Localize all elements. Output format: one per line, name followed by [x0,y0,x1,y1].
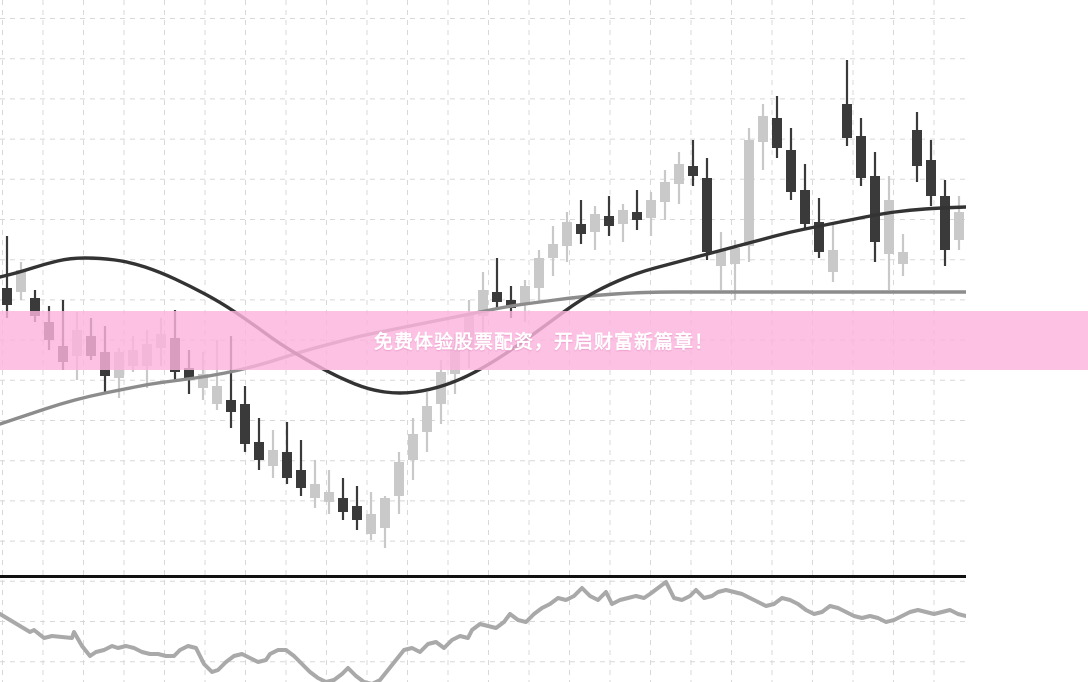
promo-banner-background[interactable] [0,311,1088,370]
panel-divider [0,575,966,578]
indicator-panel [0,580,966,682]
